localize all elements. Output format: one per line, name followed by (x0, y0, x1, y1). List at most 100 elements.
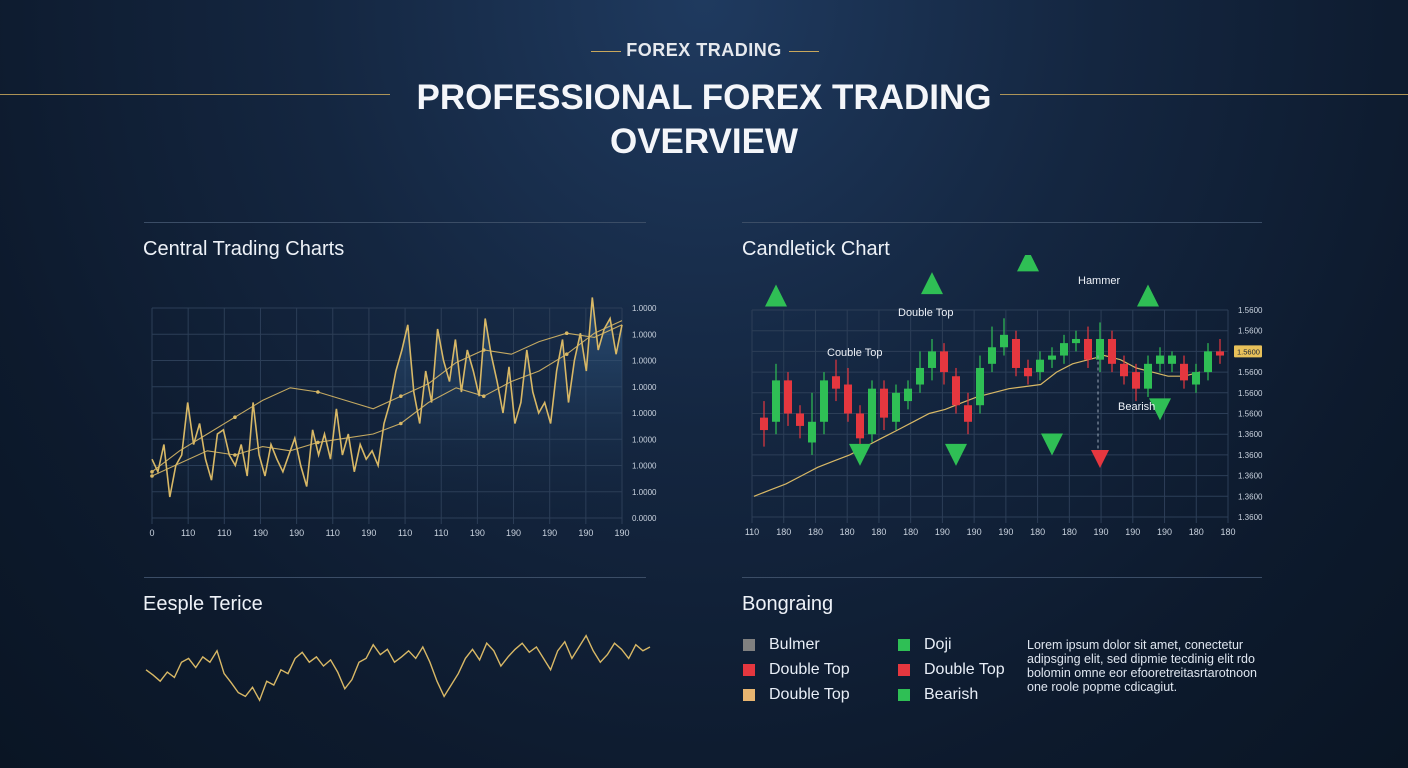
candle-body (1036, 359, 1044, 373)
pattern-annotation: Bearish (1118, 401, 1155, 413)
candle-body (1096, 338, 1104, 360)
x-tick-label: 180 (871, 527, 886, 537)
trend-line-lower (151, 320, 623, 477)
candle-body (1168, 355, 1176, 364)
y-tick-label: 1.3600 (1238, 430, 1263, 439)
eesple-wave-chart (145, 634, 651, 702)
page-title-line2: OVERVIEW (609, 122, 798, 161)
candle-body (1048, 355, 1056, 360)
x-tick-label: 190 (1125, 527, 1140, 537)
data-point (233, 415, 237, 419)
legend-swatch (743, 688, 755, 701)
y-tick-label: 0.0000 (632, 514, 657, 523)
data-point (399, 394, 403, 398)
legend-label: Double Top (769, 660, 850, 678)
candle-body (952, 376, 960, 406)
y-tick-label: 1.0000 (632, 488, 657, 497)
lorem-line: bolomin omne eor efooretreitasrtarotnoon (1027, 666, 1257, 680)
data-point (399, 421, 403, 426)
separator-central (144, 222, 646, 223)
x-tick-label: 190 (967, 527, 982, 537)
data-point (150, 474, 154, 478)
main-price-line (151, 297, 623, 498)
x-tick-label: 110 (326, 528, 340, 538)
y-tick-label: 1.0000 (632, 304, 657, 313)
page-title-line1: PROFESSIONAL FOREX TRADING (416, 78, 992, 117)
data-point (316, 390, 320, 394)
x-tick-label: 190 (289, 528, 304, 538)
candle-body (988, 347, 996, 364)
candle-body (1084, 338, 1092, 360)
x-tick-label: 180 (840, 527, 855, 537)
data-point (233, 453, 237, 457)
y-tick-label: 1.5600 (1238, 327, 1263, 336)
bullish-arrow-up-icon (921, 272, 943, 295)
pattern-annotation: Couble Top (827, 347, 882, 359)
title-rule-right (1000, 94, 1408, 95)
legend-label: Bulmer (769, 635, 820, 653)
x-tick-label: 190 (614, 528, 629, 538)
data-point (564, 352, 569, 356)
legend-swatch (743, 638, 755, 651)
bullish-arrow-up-icon (1017, 255, 1039, 272)
candle-body (976, 367, 984, 406)
x-tick-label: 0 (149, 528, 154, 538)
candlestick-chart: 110 180 180 180 180 180 190 190 190 180 180 190 190 1… (745, 255, 1263, 537)
candle-body (1024, 367, 1032, 377)
x-tick-label: 180 (776, 527, 791, 537)
x-tick-label: 190 (470, 528, 485, 538)
x-tick-label: 190 (578, 528, 593, 538)
legend-swatch (898, 663, 910, 676)
x-tick-label: 110 (181, 528, 195, 538)
candle-body (844, 384, 852, 414)
y-tick-label: 1.3600 (1238, 513, 1263, 522)
candle-body (940, 351, 948, 373)
legend-col2: Doji Double Top Bearish (898, 632, 1005, 707)
legend-item: Bulmer (743, 632, 850, 657)
candle-body (1156, 355, 1164, 364)
candle-body (904, 388, 912, 402)
candle-body (1216, 351, 1224, 356)
kicker: FOREX TRADING (626, 40, 782, 60)
section-title-central: Central Trading Charts (143, 238, 345, 260)
arrow-down-icon (849, 443, 871, 466)
candle-body (760, 417, 768, 431)
separator-candle (742, 222, 1262, 223)
kicker-line-left (591, 51, 621, 52)
x-tick-label: 190 (542, 528, 557, 538)
legend-label: Double Top (769, 685, 850, 703)
section-title-candle: Candletick Chart (742, 238, 890, 260)
legend-col1: Bulmer Double Top Double Top (743, 632, 850, 707)
x-tick-label: 190 (998, 527, 1013, 537)
y-tick-label: 1.0000 (632, 409, 657, 418)
x-tick-label: 110 (745, 527, 759, 537)
candle-body (1144, 363, 1152, 389)
x-tick-label: 190 (1157, 527, 1172, 537)
wave-line (145, 634, 651, 702)
candle-body (832, 376, 840, 389)
lorem-line: one roole popme cdicagiut. (1027, 680, 1178, 694)
x-tick-label: 180 (1189, 527, 1204, 537)
candle-body (1000, 334, 1008, 348)
candle-body (1180, 363, 1188, 381)
legend-item: Bearish (898, 682, 1005, 707)
candle-body (928, 351, 936, 368)
x-tick-label: 180 (903, 527, 918, 537)
y-tick-label: 1.5600 (1238, 306, 1263, 315)
y-tick-label: 1.3600 (1238, 451, 1263, 460)
candle-body (868, 388, 876, 435)
section-title-eesple: Eesple Terice (143, 593, 263, 615)
x-tick-label: 180 (1030, 527, 1045, 537)
x-tick-label: 190 (506, 528, 521, 538)
arrow-down-icon (1091, 450, 1109, 469)
separator-bongraing (742, 577, 1262, 578)
x-tick-label: 190 (361, 528, 376, 538)
legend-swatch (898, 638, 910, 651)
arrow-down-icon (1149, 398, 1171, 421)
area-fill (152, 297, 622, 518)
x-tick-label: 110 (434, 528, 448, 538)
legend-label: Double Top (924, 660, 1005, 678)
data-point (481, 394, 486, 398)
y-tick-label: 1.0000 (632, 357, 657, 366)
candle-body (1120, 363, 1128, 377)
